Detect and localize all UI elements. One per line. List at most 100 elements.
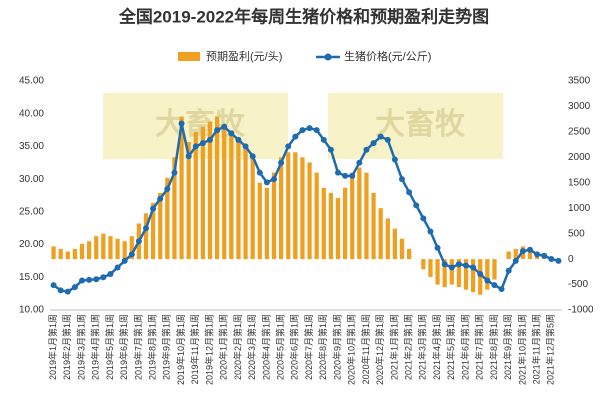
point	[541, 252, 548, 259]
y2-tick-label: 500	[568, 228, 585, 239]
bar	[463, 259, 469, 290]
point	[477, 271, 484, 278]
x-tick-label: 2020年10月第1周	[346, 314, 357, 385]
bar	[86, 241, 92, 260]
point	[491, 282, 498, 289]
point	[299, 127, 306, 134]
point	[50, 282, 57, 289]
bar	[214, 116, 220, 260]
point	[128, 251, 135, 258]
x-tick-label: 2021年3月第1周	[417, 314, 428, 380]
point	[413, 202, 420, 209]
bar	[165, 177, 170, 260]
bar	[58, 248, 63, 260]
bar	[72, 248, 78, 260]
point	[406, 189, 413, 196]
point	[221, 123, 228, 130]
y-tick-label: 40.00	[19, 108, 44, 119]
point	[228, 130, 235, 137]
point	[143, 225, 149, 232]
point	[185, 153, 192, 160]
point	[150, 205, 157, 212]
bar	[122, 241, 127, 260]
point	[335, 169, 341, 176]
x-tick-label: 2020年11月第1周	[360, 314, 371, 384]
bar	[364, 172, 369, 260]
point	[555, 257, 562, 264]
point	[164, 185, 171, 192]
bar	[250, 157, 255, 260]
point	[391, 156, 398, 163]
x-tick-label: 2021年10月第1周	[516, 314, 527, 385]
bar	[435, 259, 440, 285]
point	[235, 136, 242, 143]
point	[242, 143, 249, 150]
x-tick-label: 2020年9月第1周	[331, 314, 342, 380]
point	[441, 261, 448, 268]
point	[86, 276, 93, 283]
point	[100, 274, 107, 281]
bar	[470, 259, 476, 293]
point	[356, 159, 363, 166]
point	[377, 133, 384, 140]
bar	[236, 142, 241, 260]
x-tick-label: 2019年10月第1周	[175, 314, 186, 385]
point	[93, 276, 100, 283]
bar	[406, 248, 412, 260]
point	[505, 267, 512, 274]
point	[285, 143, 292, 150]
point	[320, 136, 327, 143]
point	[121, 257, 128, 264]
point	[342, 172, 349, 179]
bar	[108, 236, 113, 260]
bar	[506, 251, 511, 260]
x-tick-label: 2021年6月第1周	[459, 314, 470, 380]
x-tick-label: 2020年7月第1周	[303, 314, 314, 380]
bar	[79, 243, 85, 260]
y-tick-label: 15.00	[19, 272, 44, 283]
bar	[286, 152, 291, 260]
point	[384, 136, 391, 143]
point	[327, 146, 334, 153]
bar	[385, 218, 390, 260]
bar	[378, 208, 383, 260]
y-tick-label: 30.00	[19, 174, 44, 185]
bar	[513, 248, 518, 260]
x-tick-label: 2019年9月第1周	[161, 314, 172, 380]
point	[527, 246, 533, 253]
y-tick-label: 10.00	[19, 305, 44, 316]
bar	[350, 172, 355, 260]
bar	[101, 233, 106, 260]
point	[363, 146, 370, 153]
x-tick-label: 2021年1月第1周	[388, 314, 399, 380]
point	[463, 262, 469, 269]
point	[534, 251, 541, 258]
x-tick-label: 2021年2月第1周	[402, 314, 413, 380]
point	[214, 127, 221, 134]
legend-swatch	[178, 52, 200, 61]
x-tick-label: 2019年1月第1周	[47, 314, 58, 380]
bar	[357, 167, 362, 260]
point	[519, 248, 526, 255]
point	[349, 172, 356, 179]
bar	[207, 121, 213, 260]
y2-tick-label: 2000	[568, 152, 591, 163]
x-tick-label: 2020年1月第1周	[218, 314, 229, 380]
point	[306, 125, 313, 132]
point	[256, 169, 263, 176]
bar	[278, 157, 284, 260]
bar	[492, 259, 497, 280]
bar	[300, 157, 305, 260]
bar	[293, 152, 298, 260]
bar	[271, 172, 277, 260]
watermark: 大畜牧	[375, 107, 466, 141]
x-tick-label: 2020年5月第1周	[274, 314, 285, 380]
bar	[421, 259, 426, 270]
bar	[342, 187, 348, 260]
point	[484, 277, 491, 284]
point	[498, 286, 505, 293]
bar	[94, 236, 99, 260]
point	[292, 133, 299, 140]
y2-tick-label: -500	[568, 279, 588, 290]
